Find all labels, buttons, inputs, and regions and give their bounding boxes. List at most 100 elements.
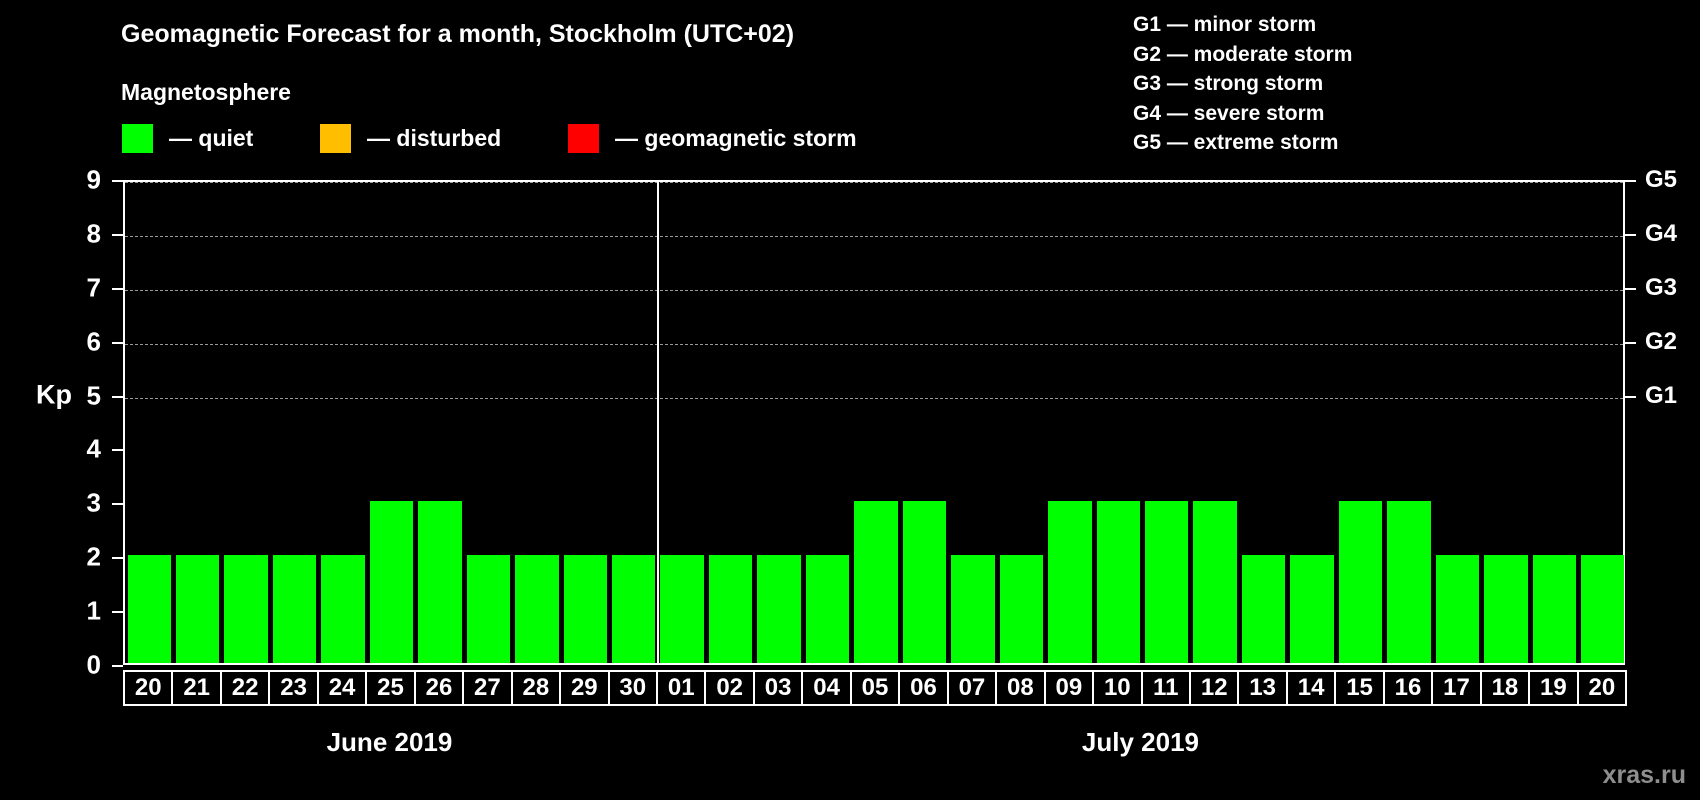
bar xyxy=(418,501,462,663)
date-label: 22 xyxy=(219,670,271,706)
g-axis-label-g2: G2 xyxy=(1645,327,1678,355)
date-label: 17 xyxy=(1431,670,1482,706)
bar xyxy=(1387,501,1431,663)
orange-swatch-icon xyxy=(320,123,351,153)
bar xyxy=(563,555,607,663)
storm-scale-g2: G2 — moderate storm xyxy=(1133,42,1353,66)
date-label: 24 xyxy=(316,670,368,706)
magnetosphere-heading: Magnetosphere xyxy=(121,79,291,105)
gridline xyxy=(125,289,1623,291)
y-axis-tick-label: 1 xyxy=(86,595,101,626)
date-label: 04 xyxy=(801,670,852,706)
storm-scale-g3: G3 — strong storm xyxy=(1133,72,1324,95)
chart-plot-area xyxy=(123,180,1625,665)
g-axis-tick xyxy=(1625,395,1636,398)
g-axis-label-g1: G1 xyxy=(1645,381,1678,409)
bar xyxy=(660,555,704,663)
date-axis: 20 21 22 23 24 25 26 27 28 29 30 01 02 03 04 05 06 07 08 09… xyxy=(123,670,1628,706)
date-label: 21 xyxy=(171,670,222,706)
g-axis-label-g4: G4 xyxy=(1645,219,1678,247)
g-axis-label-g5: G5 xyxy=(1645,166,1678,193)
bar xyxy=(805,555,850,663)
date-label: 27 xyxy=(462,670,513,706)
y-axis-tick xyxy=(112,557,123,560)
bar xyxy=(902,501,947,663)
bar xyxy=(999,555,1044,663)
legend-label-storm: — geomagnetic storm xyxy=(615,124,857,151)
storm-scale-legend: G1 — minor storm G2 — moderate storm G3 … xyxy=(1133,10,1352,158)
y-axis-title: Kp xyxy=(36,379,72,410)
bar xyxy=(466,555,511,663)
y-axis-tick xyxy=(112,233,123,236)
bar xyxy=(272,555,317,663)
g-axis-tick xyxy=(1625,180,1636,182)
bar xyxy=(369,501,414,663)
legend-label-quiet: — quiet xyxy=(169,124,254,151)
y-axis-tick xyxy=(112,395,123,398)
y-axis-tick-label: 0 xyxy=(86,649,101,680)
date-label: 07 xyxy=(946,670,998,706)
bar xyxy=(515,555,559,663)
bar xyxy=(1096,501,1140,663)
bar xyxy=(1484,555,1528,663)
storm-scale-g5: G5 — extreme storm xyxy=(1133,131,1339,154)
bar xyxy=(321,555,365,663)
bar xyxy=(951,555,995,663)
y-axis-tick-label: 8 xyxy=(86,218,101,249)
bar xyxy=(1532,555,1577,663)
y-axis-tick-label: 7 xyxy=(86,272,101,303)
g-axis-tick xyxy=(1625,233,1636,236)
y-axis-tick-label: 9 xyxy=(86,164,101,195)
watermark: xras.ru xyxy=(1602,761,1686,789)
bar xyxy=(1581,555,1625,663)
date-label: 14 xyxy=(1285,670,1337,706)
bar xyxy=(175,555,220,663)
date-label: 19 xyxy=(1528,670,1579,706)
bar xyxy=(1338,501,1383,663)
gridline xyxy=(125,397,1623,399)
date-label: 05 xyxy=(849,670,901,706)
y-axis-tick-label: 2 xyxy=(86,541,101,572)
month-label-june: June 2019 xyxy=(326,727,453,757)
bar xyxy=(757,555,801,663)
y-axis-tick-label: 4 xyxy=(86,433,101,464)
y-axis-tick-label: 6 xyxy=(86,326,101,357)
bar xyxy=(1435,555,1480,663)
y-axis-tick xyxy=(112,449,123,452)
g-axis-label-g3: G3 xyxy=(1645,273,1678,301)
legend-item-storm: — geomagnetic storm xyxy=(568,122,857,154)
g-axis-tick xyxy=(1625,341,1636,344)
date-label: 12 xyxy=(1188,670,1240,706)
date-label: 20 xyxy=(123,670,174,706)
bar xyxy=(708,555,753,663)
y-axis-tick xyxy=(112,503,123,506)
y-axis-tick xyxy=(112,287,123,290)
date-label: 11 xyxy=(1140,670,1191,706)
month-separator-line xyxy=(656,182,659,663)
legend-item-quiet: — quiet xyxy=(122,122,253,154)
date-label: 16 xyxy=(1382,670,1434,706)
y-axis-tick xyxy=(112,665,123,667)
date-label: 13 xyxy=(1237,670,1288,706)
date-label: 09 xyxy=(1043,670,1095,706)
bar xyxy=(1290,555,1334,663)
y-axis-tick xyxy=(112,341,123,344)
y-axis-tick-label: 3 xyxy=(86,487,101,518)
date-label: 02 xyxy=(704,670,755,706)
date-label: 29 xyxy=(559,670,610,706)
date-label: 28 xyxy=(510,670,562,706)
date-label: 03 xyxy=(752,670,804,706)
g-axis-tick xyxy=(1625,287,1636,290)
gridline xyxy=(125,343,1623,345)
date-label: 20 xyxy=(1576,670,1628,706)
date-label: 25 xyxy=(365,670,416,706)
date-label: 08 xyxy=(995,670,1046,706)
gridline xyxy=(125,182,1623,183)
date-label: 30 xyxy=(607,670,658,706)
bar xyxy=(224,555,268,663)
date-label: 06 xyxy=(898,670,949,706)
page-title: Geomagnetic Forecast for a month, Stockh… xyxy=(121,20,795,48)
legend-item-disturbed: — disturbed xyxy=(320,122,501,154)
red-swatch-icon xyxy=(568,123,599,153)
bar xyxy=(1144,501,1189,663)
